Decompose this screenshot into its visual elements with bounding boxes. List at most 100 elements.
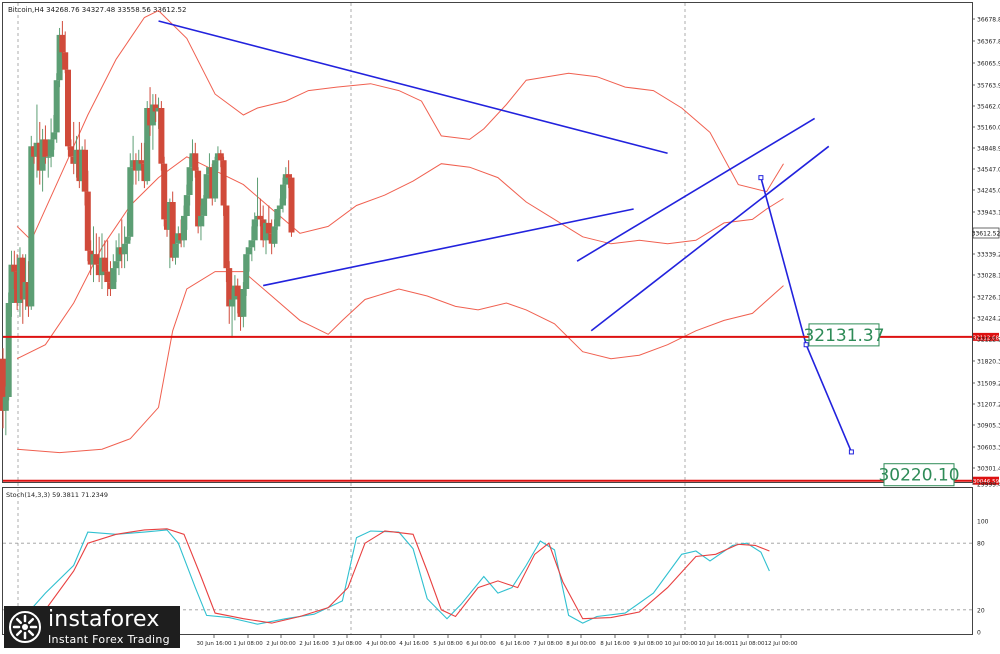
trendline-0 <box>158 20 668 155</box>
price-tick-label: 30905.30 <box>977 423 1000 430</box>
price-tick-label: 36367.85 <box>977 39 1000 46</box>
price-tick-label: 31509.20 <box>977 381 1000 388</box>
candle-body <box>169 202 176 258</box>
candle-body <box>11 264 18 272</box>
candle-body <box>65 69 71 147</box>
time-tick-label: 7 Jul 08:00 <box>533 641 563 647</box>
candle-body <box>172 243 179 258</box>
candle <box>288 174 295 237</box>
candle-body <box>19 257 26 300</box>
candle-body <box>5 303 12 397</box>
time-tick-label: 2 Jul 16:00 <box>299 641 329 647</box>
price-tick-label: 33028.10 <box>977 273 1000 280</box>
time-tick-label: 8 Jul 00:00 <box>566 641 596 647</box>
price-tick-label: 34547.00 <box>977 167 1000 174</box>
price-tick-label: 34848.95 <box>977 146 1000 153</box>
candle-body <box>223 205 230 269</box>
candle <box>243 247 250 296</box>
candle-body <box>53 80 60 133</box>
candle-body <box>229 299 236 307</box>
candle-body <box>113 261 120 269</box>
candle <box>158 101 165 171</box>
candle <box>8 250 15 317</box>
candle-body <box>124 236 131 244</box>
candle-body <box>2 396 9 411</box>
symbol-header: Bitcoin,H4 34268.76 34327.48 33558.56 33… <box>8 6 186 14</box>
price-tick-label: 31820.30 <box>977 359 1000 366</box>
candle-body <box>200 198 207 216</box>
projection-marker-1 <box>803 342 809 348</box>
time-tick-label: 11 Jul 08:00 <box>732 641 765 647</box>
candle-body <box>217 153 224 161</box>
time-tick-label: 12 Jul 00:00 <box>765 641 798 647</box>
level-axis-label-0: 32112.68 <box>973 335 1000 341</box>
price-tick-label: 32122.25 <box>977 337 1000 344</box>
level-callout-label-1: 30220.10 <box>878 466 959 486</box>
candle <box>62 31 69 74</box>
instaforex-logo: instaforex Instant Forex Trading <box>4 606 180 648</box>
candle-body <box>257 215 264 220</box>
candle-body <box>282 174 289 185</box>
candle-body <box>59 34 66 53</box>
candle-body <box>50 132 57 140</box>
stochastic-oscillator: 100 80 20 0 <box>25 519 989 637</box>
candle <box>0 348 6 429</box>
time-tick-label: 30 Jun 16:00 <box>197 641 232 647</box>
trendline-1 <box>263 208 634 287</box>
candle-body <box>8 264 15 303</box>
time-tick-label: 2 Jul 00:00 <box>266 641 296 647</box>
candle-body <box>158 108 165 164</box>
trendlines <box>158 20 854 455</box>
trendline-3 <box>590 145 830 332</box>
main-panel-frame <box>2 2 973 483</box>
candle-body <box>248 240 255 248</box>
candle-body <box>127 167 134 237</box>
time-axis: 30 Jun 16:00 1 Jul 08:00 2 Jul 00:00 2 Jul … <box>197 635 798 647</box>
candle <box>274 205 281 230</box>
candle-body <box>84 191 91 251</box>
stoch-tick-label: 100 <box>977 519 989 526</box>
candle-body <box>265 222 272 234</box>
candle-body <box>203 174 210 199</box>
time-tick-label: 10 Jul 16:00 <box>699 641 732 647</box>
candle <box>212 156 219 203</box>
price-tick-label: 35763.95 <box>977 83 1000 90</box>
candle-body <box>285 174 292 178</box>
stoch-main-line <box>25 529 770 625</box>
price-tick-label: 35462.00 <box>977 104 1000 111</box>
indicator-label: Stoch(14,3,3) 59.3811 71.2349 <box>6 491 108 499</box>
candle-body <box>183 195 190 216</box>
level-axis-label-1: 30046.59 <box>973 479 1000 485</box>
price-tick-label: 34245.05 <box>977 188 1000 195</box>
candle-body <box>246 247 252 255</box>
trendline-5 <box>805 344 853 453</box>
time-tick-label: 4 Jul 00:00 <box>366 641 396 647</box>
candle-body <box>28 146 35 307</box>
candle <box>203 167 210 216</box>
candle <box>84 170 91 262</box>
stoch-tick-label: 0 <box>977 630 981 637</box>
price-tick-label: 36678.85 <box>977 17 1000 24</box>
price-tick-label: 31207.25 <box>977 402 1000 409</box>
candle <box>127 153 134 241</box>
candle <box>5 292 12 401</box>
candle-body <box>226 268 233 307</box>
candle-body <box>192 153 199 171</box>
candle <box>161 156 168 227</box>
price-tick-label: 33339.20 <box>977 252 1000 259</box>
stoch-signal-line <box>25 528 770 624</box>
candle <box>240 282 247 328</box>
level-axis-tag-0 <box>973 332 999 341</box>
candle <box>28 135 35 310</box>
time-tick-label: 5 Jul 08:00 <box>433 641 463 647</box>
projection-marker-0 <box>758 175 764 181</box>
candle-body <box>240 289 247 317</box>
time-tick-label: 8 Jul 16:00 <box>600 641 630 647</box>
candle <box>200 195 207 227</box>
level-axis-tag-1 <box>973 476 999 485</box>
candle <box>53 73 60 143</box>
candle <box>149 94 156 150</box>
candle-body <box>121 243 128 255</box>
candle-body <box>101 257 108 272</box>
